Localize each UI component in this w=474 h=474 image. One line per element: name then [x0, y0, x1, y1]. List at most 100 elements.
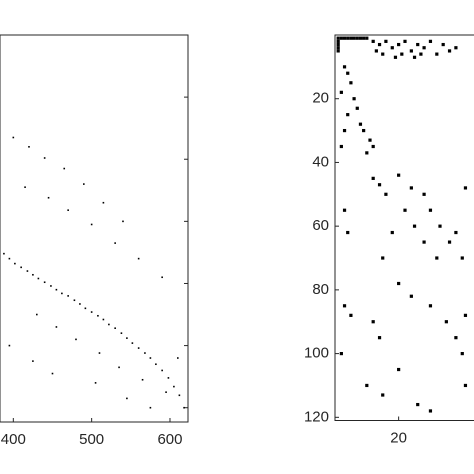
point — [447, 49, 452, 53]
x-tick-label: 20 — [390, 429, 407, 446]
point — [390, 46, 394, 50]
point — [435, 52, 439, 56]
point — [24, 186, 26, 188]
point — [365, 383, 369, 388]
point — [355, 36, 359, 40]
x-tick-label: 500 — [79, 431, 104, 448]
point — [339, 36, 343, 40]
point — [61, 292, 63, 295]
point — [83, 183, 85, 185]
x-tick-label: 400 — [1, 431, 26, 448]
point — [362, 36, 366, 40]
point — [137, 257, 140, 260]
point — [377, 183, 382, 187]
point — [463, 313, 468, 317]
point — [390, 230, 394, 235]
point — [460, 256, 464, 260]
point — [342, 65, 347, 69]
point — [336, 36, 340, 40]
point — [371, 39, 375, 43]
point — [114, 242, 116, 244]
point — [165, 391, 167, 393]
y-tick-label: 80 — [312, 281, 329, 298]
point — [352, 36, 356, 40]
point — [161, 276, 163, 279]
point — [141, 378, 144, 381]
point — [409, 294, 413, 298]
point — [67, 209, 69, 211]
point — [365, 151, 369, 155]
point — [342, 304, 347, 308]
point — [428, 409, 433, 413]
point — [403, 208, 407, 212]
point — [102, 318, 105, 321]
point — [173, 385, 175, 388]
point — [377, 42, 382, 47]
point — [339, 351, 343, 356]
point — [460, 351, 464, 356]
y-tick-label: 40 — [312, 153, 329, 170]
point — [416, 402, 420, 407]
point — [371, 144, 375, 149]
point — [438, 224, 442, 228]
point — [358, 36, 363, 40]
point — [122, 220, 124, 223]
point — [349, 313, 353, 317]
point — [155, 363, 157, 366]
point — [371, 320, 375, 324]
point — [90, 311, 93, 313]
point — [3, 252, 5, 255]
point — [358, 122, 363, 126]
point — [463, 186, 468, 190]
point — [177, 357, 179, 359]
point — [412, 55, 417, 59]
point — [336, 46, 340, 50]
point — [454, 46, 458, 50]
point — [55, 288, 58, 291]
point — [28, 146, 30, 148]
point — [342, 208, 347, 212]
point — [137, 347, 140, 349]
point — [428, 39, 433, 43]
point — [441, 42, 445, 47]
point — [120, 332, 123, 334]
point — [422, 46, 426, 50]
point — [55, 326, 58, 328]
point — [161, 369, 163, 372]
y-tick-label: 120 — [304, 408, 329, 425]
point — [8, 257, 11, 260]
point — [126, 397, 128, 400]
point — [428, 208, 433, 212]
point — [397, 173, 401, 177]
point — [352, 97, 356, 101]
point — [403, 39, 407, 43]
point — [412, 224, 417, 228]
point — [428, 304, 433, 308]
point — [416, 42, 420, 47]
point — [368, 138, 372, 142]
x-tick-label: 600 — [157, 431, 182, 448]
y-tick-label: 20 — [312, 90, 329, 107]
point — [397, 281, 401, 286]
point — [75, 338, 77, 341]
point — [393, 55, 398, 59]
point — [12, 136, 15, 139]
point — [149, 406, 152, 409]
point — [362, 128, 366, 133]
point — [355, 106, 359, 110]
point — [342, 128, 347, 133]
point — [63, 167, 66, 170]
plot-area — [334, 34, 474, 421]
point — [454, 336, 458, 340]
point — [114, 327, 116, 330]
point — [43, 281, 46, 284]
point — [435, 256, 439, 260]
point — [339, 90, 343, 94]
point — [381, 256, 385, 260]
point — [178, 394, 181, 397]
point — [349, 81, 353, 85]
point — [144, 352, 146, 354]
y-tick-label: 100 — [304, 345, 329, 362]
point — [349, 36, 353, 40]
